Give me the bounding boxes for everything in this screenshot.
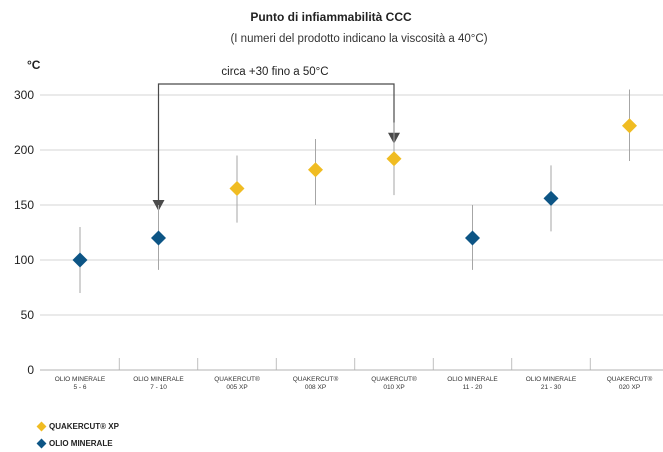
- data-point-diamond: [308, 162, 323, 178]
- x-tick-label: QUAKERCUT® 010 XP: [371, 375, 417, 391]
- legend-swatch-olio-minerale: [36, 438, 47, 449]
- y-axis-unit: °C: [27, 58, 41, 72]
- gridlines: [40, 94, 663, 371]
- y-tick-label: 300: [14, 88, 34, 102]
- legend-label-quakercut: QUAKERCUT® XP: [49, 422, 119, 431]
- y-tick-label: 0: [27, 363, 34, 377]
- x-axis-ticks: OLIO MINERALE 5 - 6 OLIO MINERALE 7 - 10 QUA…: [55, 358, 653, 391]
- y-tick-label: 150: [14, 198, 34, 212]
- annotation-bracket-line: [157, 83, 395, 200]
- data-points: [72, 118, 637, 268]
- y-tick-label: 200: [14, 143, 34, 157]
- chart-legend: QUAKERCUT® XP OLIO MINERALE: [36, 418, 119, 452]
- data-point-diamond: [151, 230, 166, 246]
- data-point-diamond: [622, 118, 637, 134]
- legend-swatch-quakercut: [36, 421, 47, 432]
- annotation-label: circa +30 fino a 50°C: [221, 66, 328, 78]
- x-tick-label: OLIO MINERALE 11 - 20: [447, 376, 498, 391]
- legend-label-olio-minerale: OLIO MINERALE: [49, 439, 113, 448]
- x-tick-label: OLIO MINERALE 5 - 6: [55, 376, 106, 391]
- x-tick-label: QUAKERCUT® 005 XP: [214, 375, 260, 391]
- x-tick-label: OLIO MINERALE 7 - 10: [133, 376, 184, 391]
- data-point-diamond: [465, 230, 480, 246]
- range-whiskers: [79, 89, 630, 293]
- data-point-diamond: [386, 151, 402, 167]
- data-point-diamond: [72, 252, 88, 268]
- chart-title: Punto di infiammabilità CCC: [250, 10, 412, 24]
- x-tick-label: OLIO MINERALE 21 - 30: [526, 376, 577, 391]
- chart-subtitle: (I numeri del prodotto indicano la visco…: [230, 33, 487, 45]
- y-axis-ticks: 0 50 100 150 200 300: [14, 88, 34, 377]
- y-tick-label: 50: [21, 308, 35, 322]
- x-tick-label: QUAKERCUT® 008 XP: [293, 375, 339, 391]
- legend-item-quakercut: QUAKERCUT® XP: [36, 418, 119, 435]
- x-tick-label: QUAKERCUT® 020 XP: [607, 375, 653, 391]
- y-tick-label: 100: [14, 253, 34, 267]
- legend-item-olio-minerale: OLIO MINERALE: [36, 435, 119, 452]
- data-point-diamond: [229, 181, 245, 196]
- annotation-bracket: circa +30 fino a 50°C: [152, 66, 400, 211]
- data-point-diamond: [543, 190, 559, 206]
